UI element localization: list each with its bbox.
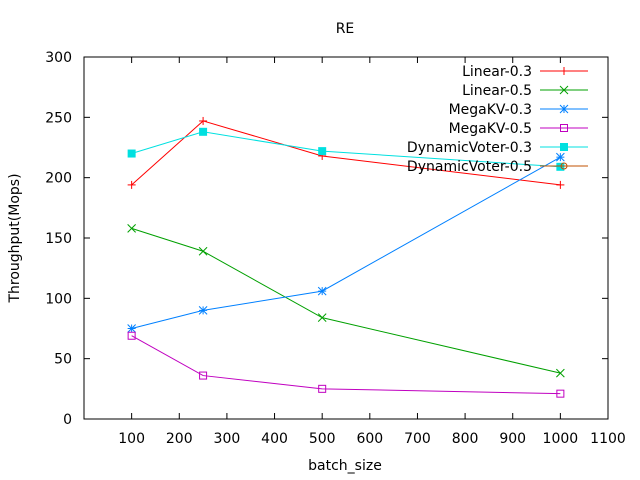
legend-entry: MegaKV-0.3 [449, 102, 588, 118]
x-tick-label: 200 [166, 431, 193, 447]
data-point [199, 127, 208, 136]
x-tick-label: 1000 [543, 431, 579, 447]
data-point [127, 180, 136, 189]
legend-entry: Linear-0.5 [462, 83, 588, 99]
data-point [317, 313, 327, 322]
data-point [127, 149, 136, 158]
legend-label: DynamicVoter-0.5 [407, 159, 532, 175]
chart-title: RE [336, 21, 355, 37]
data-point [199, 116, 208, 125]
y-axis-label: Throughput(Mops) [7, 173, 23, 303]
legend-marker [559, 85, 569, 95]
legend-entry: MegaKV-0.5 [449, 121, 588, 137]
y-tick-label: 200 [45, 171, 72, 187]
legend-entry: DynamicVoter-0.5 [407, 159, 588, 175]
y-tick-label: 50 [54, 352, 72, 368]
x-tick-label: 400 [261, 431, 288, 447]
legend-label: Linear-0.3 [462, 64, 532, 80]
x-axis-label: batch_size [308, 458, 382, 474]
y-tick-label: 150 [45, 231, 72, 247]
x-tick-label: 600 [356, 431, 383, 447]
legend-label: Linear-0.5 [462, 83, 532, 99]
legend-label: MegaKV-0.3 [449, 102, 532, 118]
data-point [198, 306, 208, 315]
data-point [556, 152, 565, 162]
data-point [318, 147, 327, 156]
data-point [556, 389, 565, 398]
series-2 [127, 152, 565, 333]
series-line [131, 131, 561, 168]
legend: Linear-0.3 Linear-0.5 MegaKV-0.3 MegaKV-0.5… [407, 64, 588, 175]
legend-marker [560, 67, 568, 75]
series-line [131, 156, 561, 329]
x-tick-label: 900 [499, 431, 526, 447]
series-line [131, 335, 561, 395]
x-tick-label: 300 [214, 431, 241, 447]
legend-label: MegaKV-0.5 [449, 121, 532, 137]
series-0 [127, 116, 565, 189]
data-point [318, 384, 327, 393]
data-point [127, 331, 136, 340]
data-point [556, 180, 565, 189]
series-line [131, 227, 561, 374]
plot-frame [83, 56, 609, 420]
series-layer [127, 116, 565, 398]
y-tick-label: 100 [45, 291, 72, 307]
legend-marker [560, 124, 568, 132]
data-point [198, 246, 208, 256]
legend-marker [559, 104, 569, 114]
data-point [317, 286, 327, 296]
legend-label: DynamicVoter-0.3 [407, 140, 532, 156]
legend-marker [560, 143, 568, 151]
data-point [556, 368, 565, 378]
legend-entry: DynamicVoter-0.3 [407, 140, 588, 156]
x-tick-label: 800 [452, 431, 479, 447]
x-tick-label: 500 [309, 431, 336, 447]
data-point [127, 324, 136, 333]
data-point [556, 162, 565, 171]
x-tick-label: 1100 [590, 431, 626, 447]
axes: 0 50 100 150 200 250 300 100 200 300 400 500 600 700 8… [45, 50, 626, 447]
series-line [131, 120, 561, 186]
y-tick-label: 0 [63, 412, 72, 428]
data-point [127, 223, 136, 233]
y-tick-label: 250 [45, 110, 72, 126]
x-tick-label: 100 [118, 431, 145, 447]
series-1 [127, 223, 565, 378]
series-3 [127, 331, 565, 398]
y-tick-label: 300 [45, 50, 72, 66]
series-4 [127, 127, 565, 171]
x-tick-label: 700 [404, 431, 431, 447]
legend-marker [560, 162, 568, 170]
legend-entry: Linear-0.3 [462, 64, 588, 80]
data-point [199, 371, 208, 380]
